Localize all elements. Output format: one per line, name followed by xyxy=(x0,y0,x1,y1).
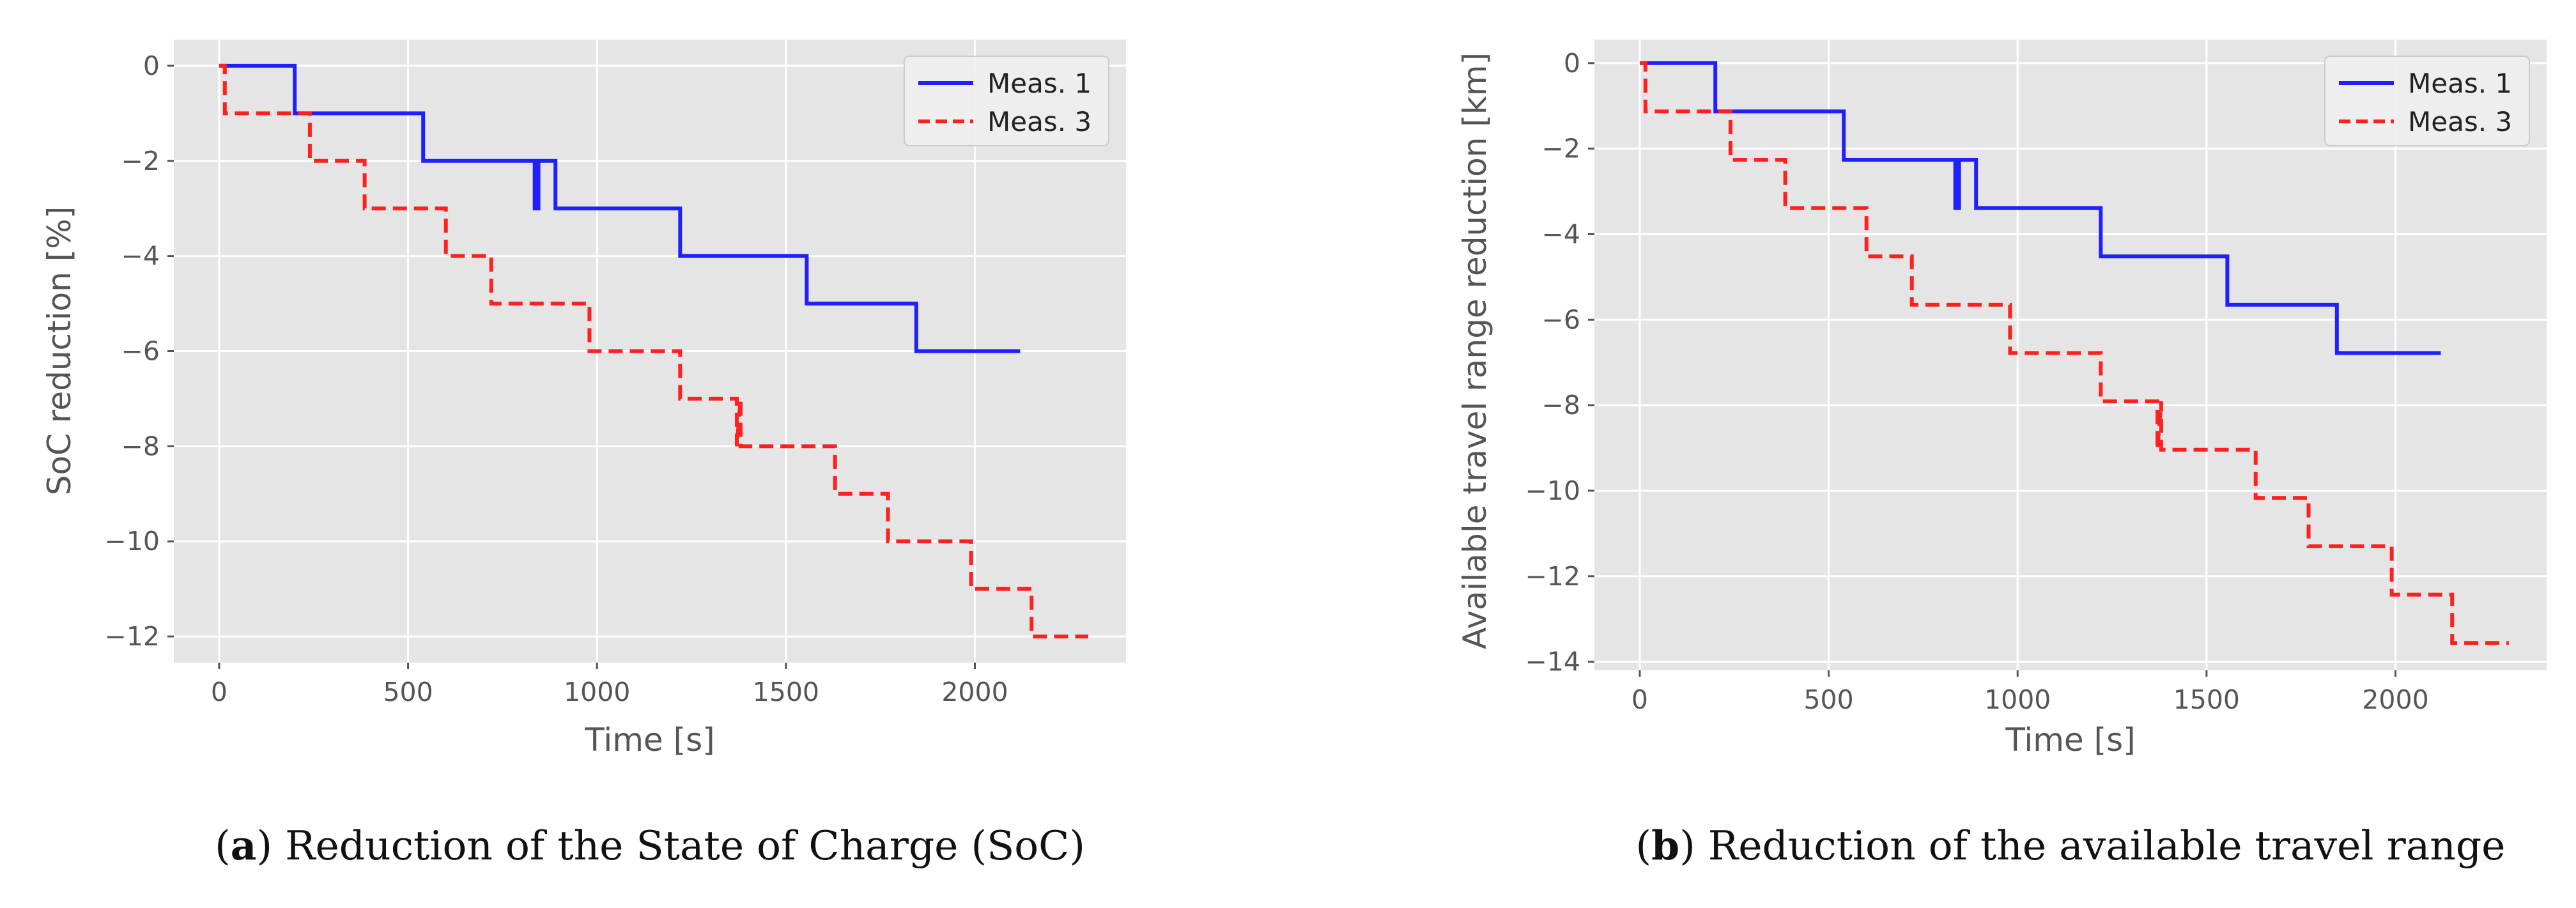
y-tick-label: −2 xyxy=(1542,134,1580,164)
y-axis-label-a: SoC reduction [%] xyxy=(41,206,78,495)
caption-open-a: ( xyxy=(215,822,231,869)
x-tick-label: 0 xyxy=(1631,684,1648,715)
series-layer-b xyxy=(1640,61,2509,645)
caption-rest-b: ) Reduction of the available travel rang… xyxy=(1679,822,2505,869)
y-tick-label: −12 xyxy=(104,621,160,652)
x-tick-label: 2000 xyxy=(2362,684,2428,715)
y-tick-label: −2 xyxy=(121,146,160,176)
x-tick-label: 500 xyxy=(383,677,433,707)
caption-letter-b: b xyxy=(1651,822,1679,869)
x-tick-label: 2000 xyxy=(941,677,1008,707)
legend-entry-label: Meas. 1 xyxy=(2408,68,2512,99)
y-tick-label: −14 xyxy=(1525,647,1580,677)
x-axis-label-b: Time [s] xyxy=(2005,721,2135,758)
x-tick-label: 1000 xyxy=(564,677,630,707)
y-tick-label: −6 xyxy=(121,336,160,367)
y-tick-label: −8 xyxy=(121,431,160,461)
y-tick-label: −4 xyxy=(121,241,160,272)
y-tick-label: 0 xyxy=(143,50,160,81)
legend-b: Meas. 1 Meas. 3 xyxy=(2324,56,2530,146)
legend-entry-label: Meas. 3 xyxy=(987,106,1091,137)
caption-letter-a: a xyxy=(231,822,257,869)
caption-rest-a: ) Reduction of the State of Charge (SoC) xyxy=(256,822,1084,869)
series-line-meas-1 xyxy=(1640,61,2441,355)
y-tick-label: −10 xyxy=(104,526,160,557)
series-line-meas-1 xyxy=(219,63,1021,353)
x-tick-label: 1500 xyxy=(2173,684,2240,715)
x-tick-label: 1500 xyxy=(753,677,819,707)
chart-panel-b: 0 500 1000 1500 2000 0 −2 −4 −6 −8 −10 −12 −14 Time … xyxy=(1456,40,2547,869)
y-tick-label: −4 xyxy=(1542,219,1580,249)
y-tick-label: −6 xyxy=(1542,304,1580,335)
y-tick-label: −10 xyxy=(1525,475,1580,506)
x-tick-label: 1000 xyxy=(1984,684,2051,715)
legend-entry-label: Meas. 1 xyxy=(987,68,1091,99)
gridlines-b xyxy=(1594,40,2547,670)
tick-labels-b: 0 500 1000 1500 2000 0 −2 −4 −6 −8 −10 −12 −14 xyxy=(1525,48,2428,715)
y-axis-label-b: Available travel range reduction [km] xyxy=(1456,52,1493,649)
y-tick-label: −8 xyxy=(1542,390,1580,420)
caption-open-b: ( xyxy=(1636,822,1652,869)
x-tick-label: 0 xyxy=(211,677,228,707)
x-tick-label: 500 xyxy=(1803,684,1853,715)
chart-panel-a: 0 500 1000 1500 2000 0 −2 −4 −6 −8 −10 −12 Time [s]… xyxy=(41,40,1126,869)
x-axis-label-a: Time [s] xyxy=(584,721,714,758)
y-tick-label: −12 xyxy=(1525,561,1580,592)
caption-a: (a) Reduction of the State of Charge (So… xyxy=(215,822,1085,869)
series-line-meas-3 xyxy=(1640,61,2509,645)
legend-entry-label: Meas. 3 xyxy=(2408,106,2512,137)
legend-a: Meas. 1 Meas. 3 xyxy=(904,56,1109,146)
y-tick-label: 0 xyxy=(1564,48,1580,79)
series-layer-a xyxy=(219,63,1088,639)
caption-b: (b) Reduction of the available travel ra… xyxy=(1636,822,2506,869)
tick-labels-a: 0 500 1000 1500 2000 0 −2 −4 −6 −8 −10 −12 xyxy=(104,50,1008,707)
series-line-meas-3 xyxy=(219,63,1088,639)
